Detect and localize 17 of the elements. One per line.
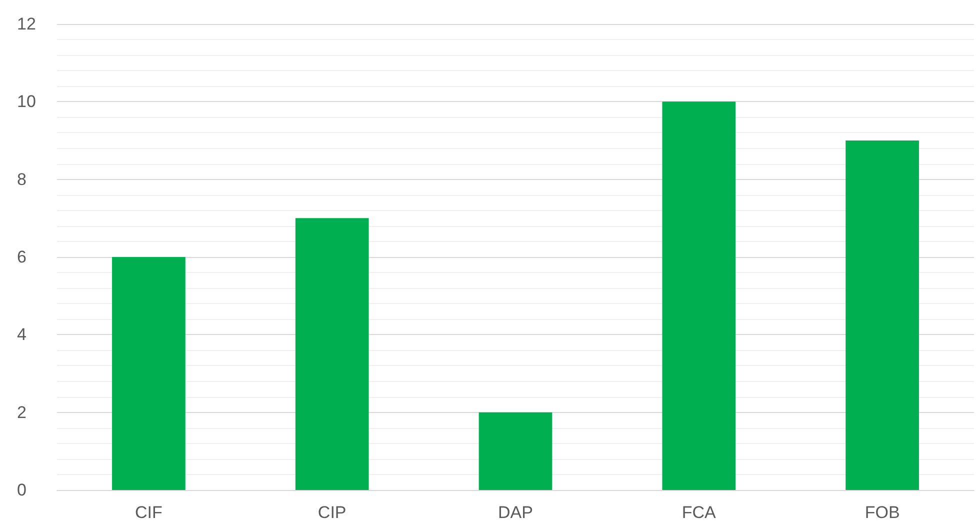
y-tick-label: 4: [17, 325, 26, 344]
x-tick-label: FCA: [682, 503, 717, 522]
bar: [295, 218, 369, 490]
y-tick-label: 8: [17, 170, 26, 189]
bar: [478, 412, 552, 490]
bar: [846, 140, 919, 490]
bar: [662, 102, 736, 490]
y-tick-label: 6: [17, 248, 26, 266]
bar: [112, 257, 186, 490]
y-tick-label: 2: [17, 402, 26, 422]
y-tick-label: 12: [17, 14, 36, 34]
y-tick-label: 10: [17, 92, 36, 112]
x-tick-label: CIP: [318, 503, 346, 522]
x-tick-label: FOB: [864, 503, 900, 522]
y-tick-label: 0: [17, 480, 26, 500]
x-tick-label: DAP: [498, 503, 533, 522]
x-tick-label: CIF: [135, 503, 162, 522]
